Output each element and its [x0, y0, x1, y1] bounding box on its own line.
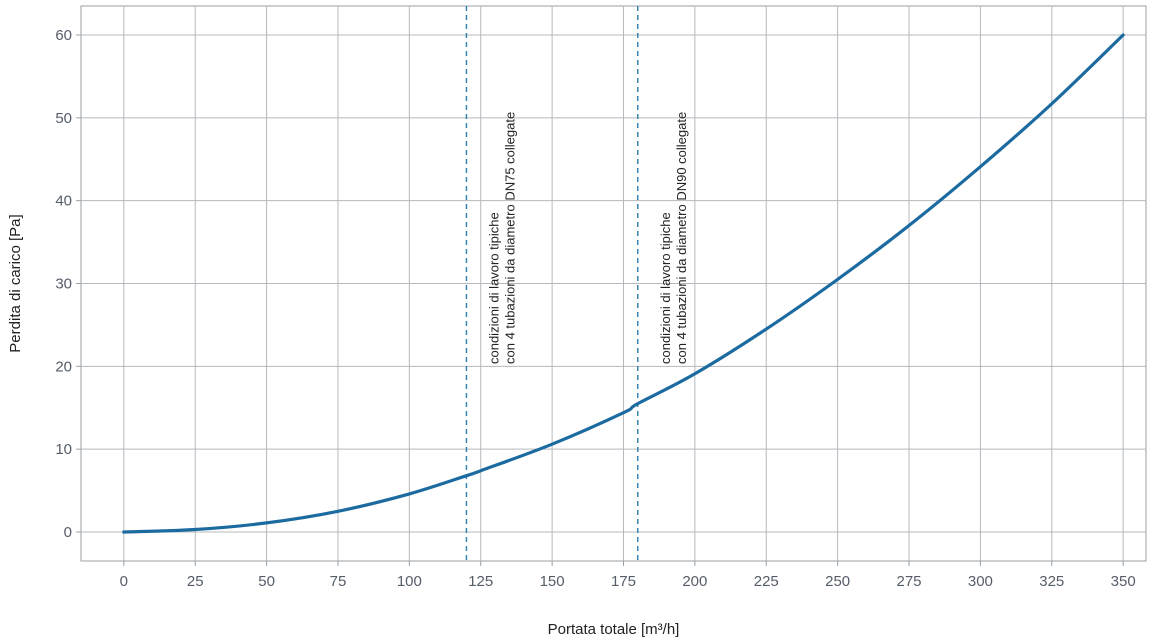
x-tick-label: 50 — [258, 573, 275, 590]
y-tick-label: 10 — [55, 441, 72, 458]
y-axis-label: Perdita di carico [Pa] — [7, 214, 24, 352]
reference-label-line2: con 4 tubazioni da diametro DN75 collega… — [502, 112, 517, 364]
y-tick-labels: 0 10 20 30 40 50 60 — [55, 27, 72, 541]
x-tick-label: 75 — [330, 573, 347, 590]
y-tick-label: 0 — [64, 524, 72, 541]
x-tick-label: 325 — [1039, 573, 1064, 590]
x-tick-label: 25 — [187, 573, 204, 590]
x-tick-labels: 0 25 50 75 100 125 150 175 200 225 250 275 300 325 350 — [120, 573, 1136, 590]
series-line-1 — [122, 33, 1125, 534]
y-tick-label: 40 — [55, 193, 72, 210]
reference-label-line1: condizioni di lavoro tipiche — [486, 212, 501, 364]
reference-label-line2: con 4 tubazioni da diametro DN90 collega… — [674, 112, 689, 364]
x-tick-label: 225 — [754, 573, 779, 590]
grid — [76, 5, 1147, 566]
reference-annotations: condizioni di lavoro tipiche con 4 tubazi… — [486, 112, 688, 364]
x-tick-label: 200 — [682, 573, 707, 590]
x-tick-label: 0 — [120, 573, 128, 590]
x-tick-label: 300 — [968, 573, 993, 590]
x-tick-label: 275 — [897, 573, 922, 590]
y-tick-label: 50 — [55, 110, 72, 127]
series — [122, 33, 1125, 534]
x-tick-label: 250 — [825, 573, 850, 590]
x-tick-label: 125 — [468, 573, 493, 590]
y-tick-label: 60 — [55, 27, 72, 44]
x-tick-label: 350 — [1111, 573, 1136, 590]
reference-label-line1: condizioni di lavoro tipiche — [658, 212, 673, 364]
x-tick-label: 150 — [540, 573, 565, 590]
x-axis-label: Portata totale [m³/h] — [548, 621, 680, 638]
y-tick-label: 20 — [55, 358, 72, 375]
y-tick-label: 30 — [55, 276, 72, 293]
x-tick-label: 175 — [611, 573, 636, 590]
x-tick-label: 100 — [397, 573, 422, 590]
reference-lines — [465, 6, 639, 561]
